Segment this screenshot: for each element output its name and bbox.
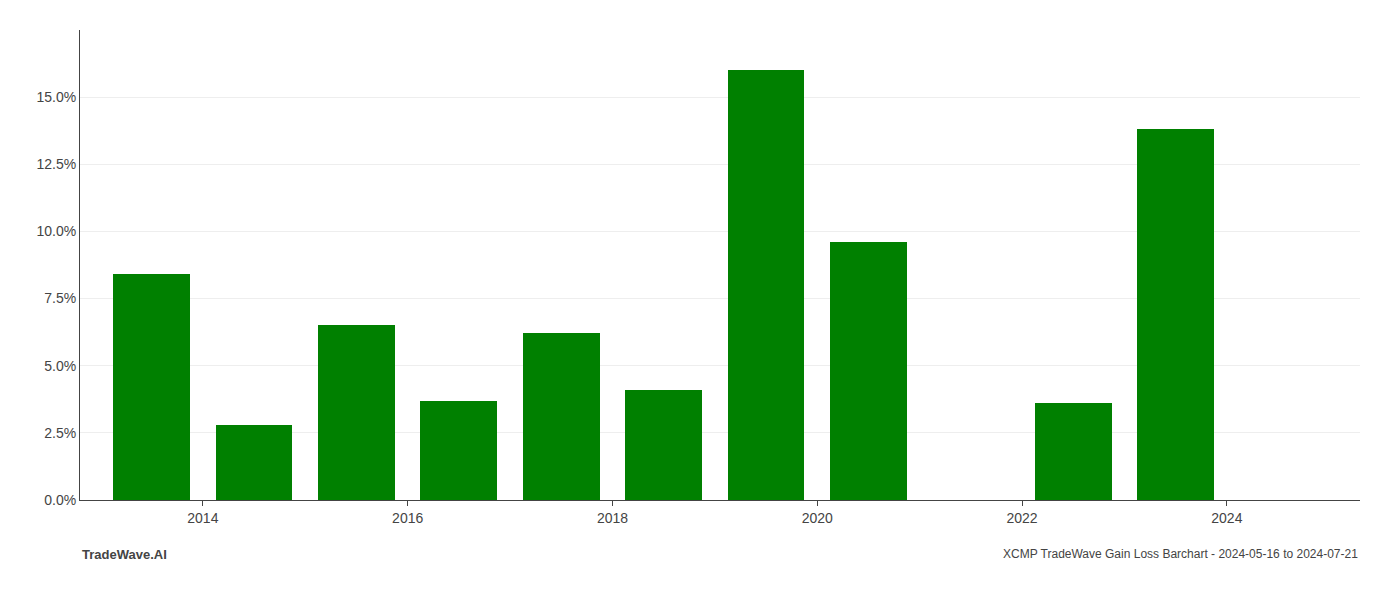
svg-text:10.0%: 10.0% <box>36 223 76 239</box>
svg-text:2014: 2014 <box>187 510 218 526</box>
svg-text:7.5%: 7.5% <box>44 290 76 306</box>
svg-text:XCMP TradeWave Gain Loss Barch: XCMP TradeWave Gain Loss Barchart - 2024… <box>1003 547 1358 561</box>
svg-text:2.5%: 2.5% <box>44 425 76 441</box>
svg-text:2016: 2016 <box>392 510 423 526</box>
svg-text:15.0%: 15.0% <box>36 89 76 105</box>
svg-text:12.5%: 12.5% <box>36 156 76 172</box>
svg-text:2020: 2020 <box>802 510 833 526</box>
svg-text:2018: 2018 <box>597 510 628 526</box>
svg-text:2022: 2022 <box>1007 510 1038 526</box>
svg-text:TradeWave.AI: TradeWave.AI <box>82 547 167 562</box>
svg-text:2024: 2024 <box>1211 510 1242 526</box>
svg-text:5.0%: 5.0% <box>44 358 76 374</box>
svg-text:0.0%: 0.0% <box>44 492 76 508</box>
